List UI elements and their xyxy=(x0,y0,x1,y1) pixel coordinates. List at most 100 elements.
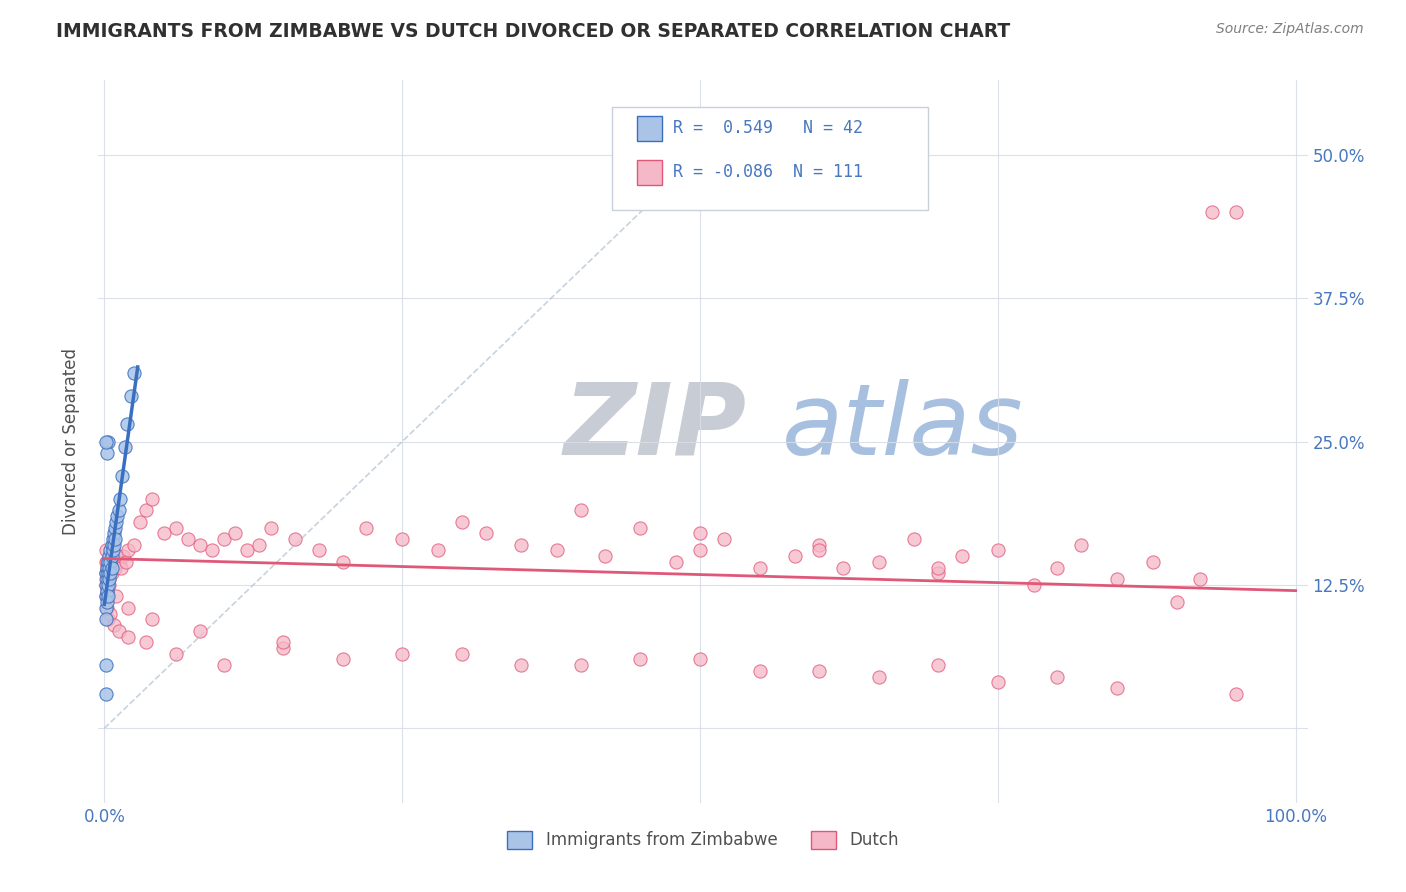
Point xyxy=(868,670,890,684)
Point xyxy=(103,555,125,569)
Point xyxy=(224,526,246,541)
Point xyxy=(94,590,117,604)
Point xyxy=(97,612,120,626)
Point xyxy=(103,538,125,552)
Point xyxy=(98,560,121,574)
Point xyxy=(713,532,735,546)
Point xyxy=(97,578,120,592)
Point xyxy=(96,583,118,598)
Point xyxy=(260,520,283,534)
Point xyxy=(101,560,124,574)
Point xyxy=(1046,670,1069,684)
Point xyxy=(308,543,330,558)
Point xyxy=(96,595,118,609)
Text: atlas: atlas xyxy=(782,378,1024,475)
Point xyxy=(100,566,122,581)
Point xyxy=(450,647,472,661)
Point xyxy=(98,543,121,558)
Point xyxy=(94,658,117,673)
Point xyxy=(165,520,187,534)
Point xyxy=(97,590,120,604)
Point xyxy=(332,555,354,569)
Point xyxy=(107,555,129,569)
Point xyxy=(108,491,131,506)
Point xyxy=(111,469,134,483)
Point xyxy=(105,549,128,564)
Text: IMMIGRANTS FROM ZIMBABWE VS DUTCH DIVORCED OR SEPARATED CORRELATION CHART: IMMIGRANTS FROM ZIMBABWE VS DUTCH DIVORC… xyxy=(56,22,1011,41)
Point xyxy=(98,555,121,569)
Point xyxy=(177,532,200,546)
Point xyxy=(96,555,118,569)
Point xyxy=(1166,595,1188,609)
Point xyxy=(112,549,135,564)
Point xyxy=(96,572,118,586)
Point xyxy=(808,538,831,552)
Point xyxy=(98,549,121,564)
Point xyxy=(832,560,855,574)
Point xyxy=(569,503,592,517)
Point xyxy=(510,538,533,552)
Point xyxy=(1105,681,1128,695)
Point xyxy=(927,566,949,581)
Point xyxy=(474,526,496,541)
Point xyxy=(510,658,533,673)
Point xyxy=(96,572,118,586)
Point xyxy=(188,538,211,552)
Point xyxy=(104,560,127,574)
Point xyxy=(1105,572,1128,586)
Point xyxy=(107,503,129,517)
Point xyxy=(1046,560,1069,574)
Point xyxy=(98,560,121,574)
Point xyxy=(98,578,121,592)
Point xyxy=(569,658,592,673)
Point xyxy=(94,687,117,701)
Point xyxy=(1189,572,1212,586)
Point xyxy=(165,647,187,661)
Point xyxy=(94,612,117,626)
Point xyxy=(107,509,129,524)
Point xyxy=(927,560,949,574)
Point xyxy=(94,572,117,586)
Point xyxy=(94,590,117,604)
Point xyxy=(100,555,122,569)
Point xyxy=(120,389,142,403)
Point xyxy=(97,555,120,569)
Point xyxy=(96,560,118,574)
Point xyxy=(927,658,949,673)
Point xyxy=(153,526,176,541)
Point xyxy=(271,640,294,655)
Point xyxy=(356,520,378,534)
Point xyxy=(236,543,259,558)
Point xyxy=(100,549,122,564)
Point xyxy=(100,538,122,552)
Point xyxy=(98,566,121,581)
Point xyxy=(135,503,157,517)
Point xyxy=(903,532,925,546)
Point xyxy=(94,578,117,592)
Point xyxy=(103,526,125,541)
Point xyxy=(808,543,831,558)
Point xyxy=(104,520,127,534)
Point xyxy=(105,515,128,529)
Point xyxy=(97,555,120,569)
Point xyxy=(950,549,973,564)
Point xyxy=(141,612,163,626)
Point xyxy=(1022,578,1045,592)
Point xyxy=(748,560,770,574)
Point xyxy=(115,417,138,432)
Point xyxy=(200,543,222,558)
Point xyxy=(96,560,118,574)
Point xyxy=(129,515,152,529)
Point xyxy=(188,624,211,638)
Point xyxy=(103,618,125,632)
Point xyxy=(1070,538,1092,552)
Point xyxy=(284,532,307,546)
Point xyxy=(96,600,118,615)
Point xyxy=(98,560,121,574)
Point xyxy=(689,543,711,558)
Point xyxy=(101,532,124,546)
Point xyxy=(114,440,136,454)
Point xyxy=(122,538,145,552)
Point xyxy=(785,549,807,564)
Legend: Immigrants from Zimbabwe, Dutch: Immigrants from Zimbabwe, Dutch xyxy=(501,824,905,856)
